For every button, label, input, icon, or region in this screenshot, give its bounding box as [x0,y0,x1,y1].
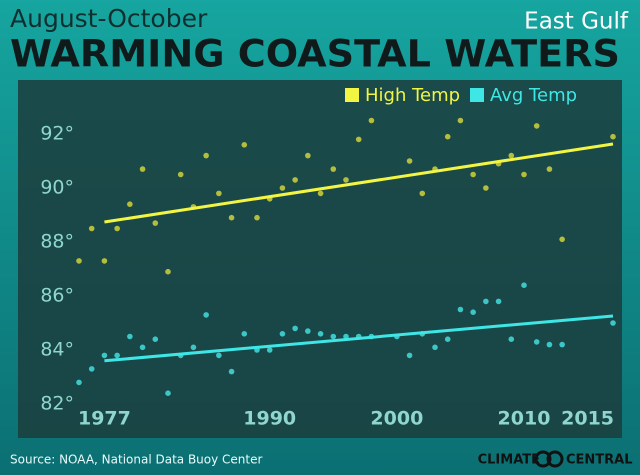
data-point [114,352,120,359]
data-point [521,171,527,178]
x-tick-label: 1990 [243,408,296,430]
data-point [368,117,375,124]
data-point [533,123,540,129]
data-point [152,336,159,343]
data-point [559,236,565,243]
data-point [305,328,311,334]
source: Source: NOAA, National Data Buoy Center [10,453,263,467]
data-point [228,368,235,375]
y-tick-label: 86° [40,285,74,307]
data-point [254,214,260,221]
data-point [457,306,464,313]
data-point [406,158,413,164]
data-point [114,225,120,232]
data-point [139,166,146,172]
y-tick-label: 82° [40,393,74,415]
data-point [305,152,311,159]
trend-line [104,142,614,224]
data-point [559,341,565,348]
data-point [483,298,489,305]
data-point [101,352,108,359]
data-point [330,333,337,340]
legend-swatch [470,88,484,102]
data-point [546,166,553,172]
y-tick-label: 88° [40,231,74,253]
data-point [279,185,286,191]
data-point [457,117,464,124]
data-point [343,177,349,183]
y-tick-label: 84° [40,339,74,361]
data-point [76,379,82,386]
data-point [521,282,527,289]
plot-panel [18,80,622,438]
region: East Gulf [524,9,629,35]
legend-swatch [345,88,359,102]
data-point [470,171,476,178]
data-point [406,352,413,359]
data-point [76,258,82,264]
brand-logo [534,450,564,468]
data-point [444,336,451,343]
data-point [292,325,298,332]
data-point [546,341,553,348]
y-tick-label: 90° [40,177,74,199]
data-point [483,185,489,191]
data-point [203,152,209,159]
data-point [165,268,171,275]
data-point [495,298,502,305]
data-point [139,344,146,351]
data-point [228,214,235,221]
data-point [190,344,197,351]
x-tick-label: 2010 [498,408,551,430]
data-point [508,152,515,159]
data-point [203,312,209,318]
data-point [292,177,298,183]
data-point [177,171,184,178]
data-point [127,333,133,340]
data-point [101,258,108,264]
data-point [266,347,273,353]
data-point [330,166,337,172]
data-point [533,339,540,345]
legend-label: High Temp [365,85,460,106]
chart-title: WARMING COASTAL WATERS [10,33,620,76]
data-point [216,190,222,197]
data-point [241,142,248,148]
data-point [152,220,159,226]
x-tick-label: 2000 [370,408,423,430]
data-point [88,366,95,372]
x-tick-label: 2015 [561,408,614,430]
subtitle: August-October [10,4,208,33]
y-tick-label: 92° [40,123,74,145]
data-point [432,344,438,351]
data-point [419,190,426,197]
data-point [470,309,476,316]
brand: CENTRAL [566,453,633,468]
data-point [317,331,324,337]
data-point [165,390,171,397]
data-point [444,133,451,140]
data-point [610,133,616,140]
data-point [241,331,248,337]
data-point [355,136,362,143]
data-point [216,352,222,359]
legend-label: Avg Temp [490,85,577,106]
trend-line [104,314,614,363]
data-point [508,336,515,343]
data-point [88,225,95,232]
data-point [317,190,324,197]
brand: CLIMATE [478,453,540,468]
x-tick-label: 1977 [78,408,131,430]
data-point [610,320,616,326]
data-point [279,331,286,337]
data-point [127,201,133,207]
